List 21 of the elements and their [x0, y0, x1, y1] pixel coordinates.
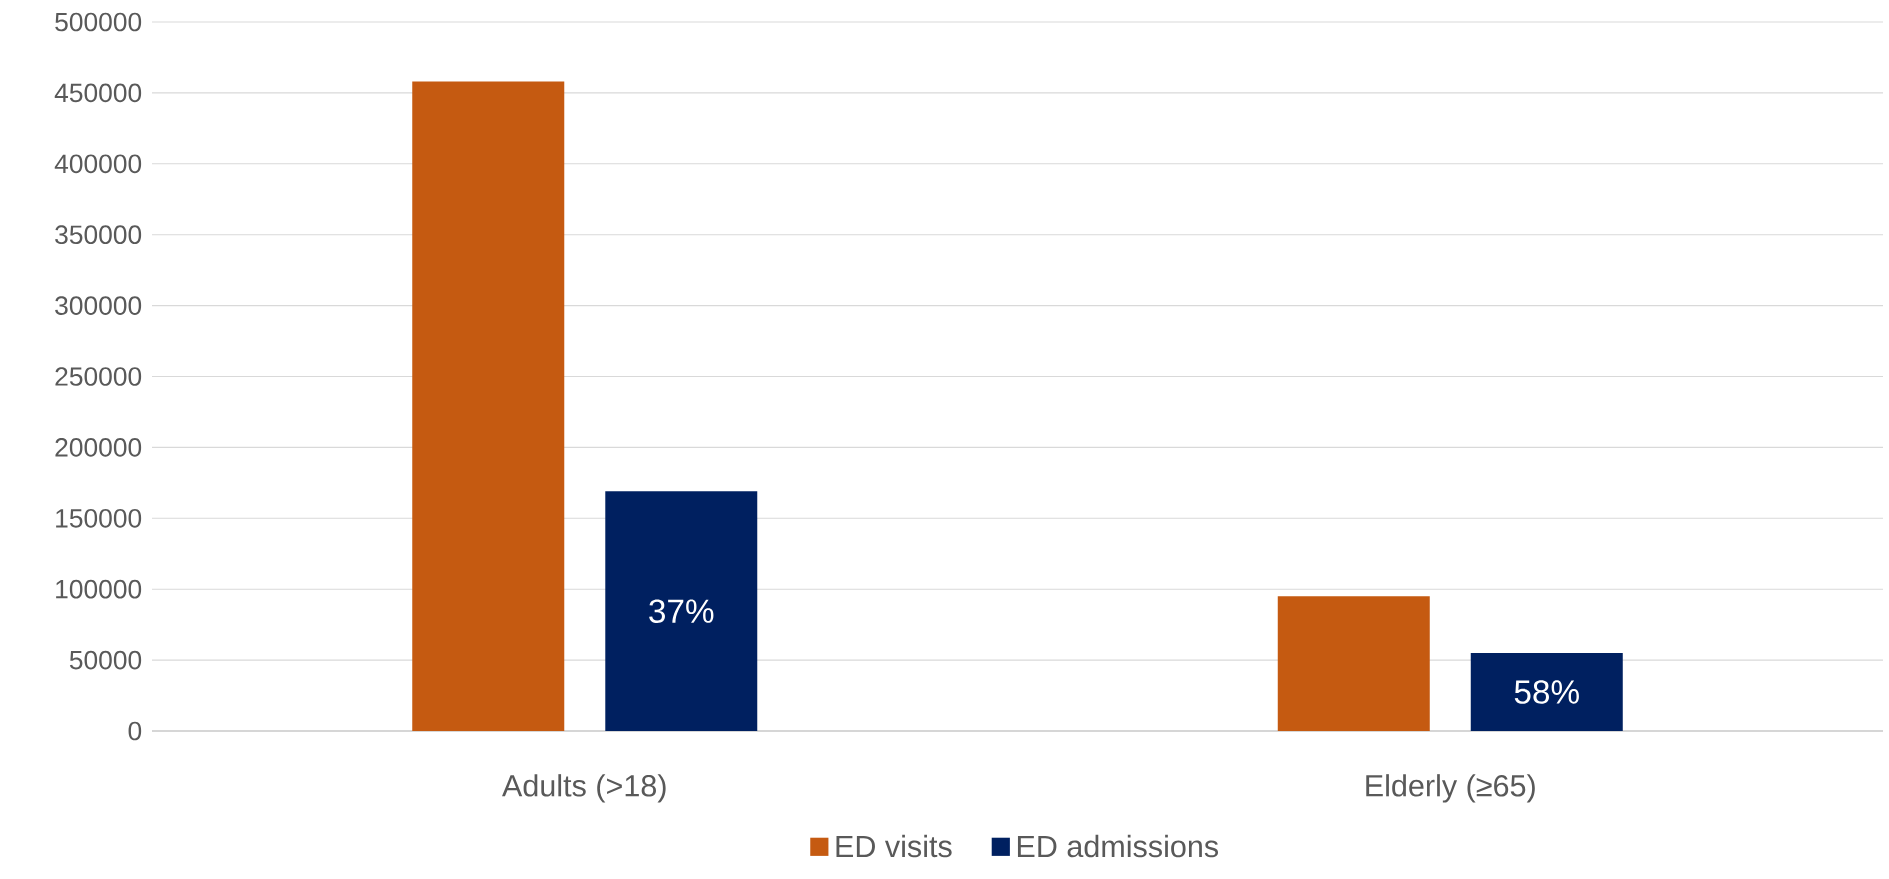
annotation: 37%	[649, 599, 714, 623]
bar	[605, 491, 758, 731]
y-tick-label: 200000	[55, 438, 142, 457]
y-tick-label: 350000	[55, 225, 142, 245]
legend-label: ED visits	[836, 834, 952, 858]
y-tick-label: 50000	[69, 650, 142, 670]
y-tick-label: 250000	[55, 367, 142, 386]
legend-label: ED admissions	[1017, 834, 1219, 858]
y-tick-label: 400000	[54, 154, 142, 174]
x-tick-label: Elderly (≥65)	[1366, 774, 1535, 803]
y-tick-label: 0	[128, 721, 142, 741]
y-tick-label: 300000	[55, 296, 142, 315]
y-tick-label: 100000	[56, 579, 142, 599]
bar	[1470, 653, 1623, 731]
y-tick-label: 150000	[56, 508, 142, 528]
x-tick-label: Adults (>18)	[502, 774, 666, 803]
bar	[1277, 596, 1430, 731]
bar	[412, 81, 565, 731]
y-tick-label: 500000	[55, 12, 142, 32]
annotation: 58%	[1514, 680, 1579, 704]
y-tick-label: 450000	[54, 83, 142, 103]
